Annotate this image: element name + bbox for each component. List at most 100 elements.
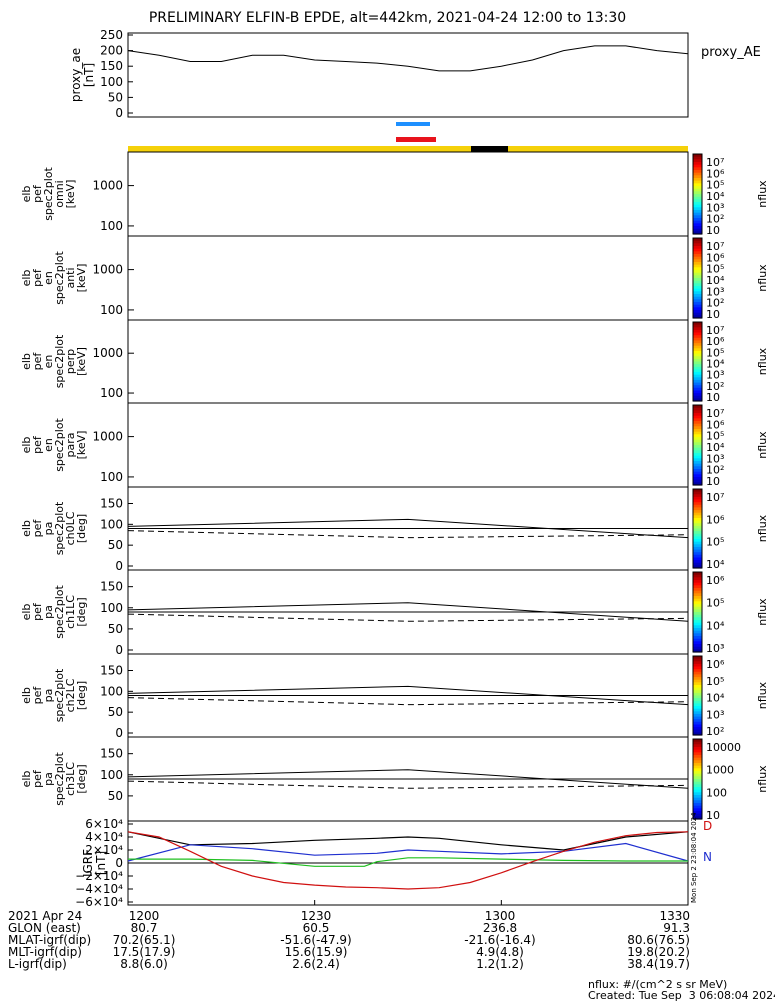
igrf-stamp: Mon Sep 2 23:08:04 2024 xyxy=(690,812,698,903)
colorbar-frame xyxy=(692,404,703,486)
igrf_N-line xyxy=(127,842,689,862)
igrf-tick-label: 4×10⁴ xyxy=(85,830,123,844)
colorbar-label: nflux xyxy=(756,431,769,459)
panel-ylabel: pa xyxy=(42,605,55,619)
colorbar-step xyxy=(693,622,702,626)
colorbar-step xyxy=(693,278,702,282)
footer-value: 15.6(15.9) xyxy=(285,945,348,959)
panel-ylabel: pef xyxy=(31,602,44,621)
colorbar-step xyxy=(693,614,702,618)
pitch-tick-label: 0 xyxy=(115,726,123,740)
panel-frame xyxy=(127,402,689,488)
colorbar-tick-label: 10⁴ xyxy=(706,558,725,571)
colorbar-step xyxy=(693,708,702,712)
footer-value: 17.5(17.9) xyxy=(113,945,176,959)
colorbar-tick-label: 10⁶ xyxy=(706,513,725,526)
colorbar-tick-label: 10⁵ xyxy=(706,597,724,610)
colorbar-step xyxy=(693,437,702,441)
colorbar-step xyxy=(693,617,702,621)
colorbar-step xyxy=(693,471,702,475)
colorbar-step xyxy=(693,180,702,184)
colorbar-step xyxy=(693,711,702,715)
colorbar-step xyxy=(693,719,702,723)
colorbar-step xyxy=(693,385,702,389)
science-zone-marker-blue xyxy=(396,122,436,126)
colorbar-tick-label: 10 xyxy=(706,224,720,237)
colorbar-step xyxy=(693,644,702,648)
colorbar-step xyxy=(693,259,702,263)
footer-row-label: 2021 Apr 24 xyxy=(8,909,82,923)
colorbar-tick-label: 10⁴ xyxy=(706,619,725,632)
panel-ylabel: pef xyxy=(31,435,44,454)
colorbar-tick-label: 10⁵ xyxy=(706,536,724,549)
colorbar-step xyxy=(693,474,702,478)
energy-tick-label: 100 xyxy=(100,470,123,484)
colorbar-step xyxy=(693,372,702,376)
igrf-tick-label: 2×10⁴ xyxy=(85,843,123,857)
colorbar-step xyxy=(693,345,702,349)
footer-value: 1.2(1.2) xyxy=(476,957,524,971)
anti-loss-cone-line xyxy=(127,530,689,539)
colorbar-step xyxy=(693,671,702,675)
colorbar-step xyxy=(693,463,702,467)
colorbar-step xyxy=(693,164,702,168)
colorbar-tick-label: 10² xyxy=(706,297,724,310)
colorbar-step xyxy=(693,557,702,561)
colorbar-step xyxy=(693,272,702,276)
colorbar-step xyxy=(693,337,702,341)
colorbar-step xyxy=(693,390,702,394)
colorbar-step xyxy=(693,302,702,306)
panel-omni xyxy=(127,151,703,237)
colorbar-step xyxy=(693,779,702,783)
colorbar-step xyxy=(693,479,702,483)
igrf-tick-label: −2×10⁴ xyxy=(75,869,123,883)
panel-ylabel: en xyxy=(42,438,55,452)
colorbar-step xyxy=(693,609,702,613)
igrf-tick-label: 0 xyxy=(115,856,123,870)
panel-ylabel: elb xyxy=(20,604,33,621)
colorbar-frame xyxy=(692,488,703,569)
colorbar-tick-label: 10² xyxy=(706,213,724,226)
colorbar-step xyxy=(693,393,702,397)
panel-ylabel: elb xyxy=(20,186,33,203)
colorbar-tick-label: 10⁵ xyxy=(706,675,724,688)
colorbar-step xyxy=(693,210,702,214)
colorbar-label: nflux xyxy=(756,598,769,626)
pitch-tick-label: 100 xyxy=(100,768,123,782)
loss-cone-line xyxy=(127,685,689,706)
colorbar-label: nflux xyxy=(756,264,769,292)
sunlight-bar xyxy=(128,146,688,152)
colorbar-step xyxy=(693,582,702,586)
colorbar-step xyxy=(693,366,702,370)
colorbar-step xyxy=(693,757,702,761)
science-zone-marker-red xyxy=(396,137,436,142)
pitch-tick-label: 150 xyxy=(100,664,123,678)
colorbar-step xyxy=(693,434,702,438)
panel-ch0 xyxy=(127,486,703,571)
footer-value: 19.8(20.2) xyxy=(627,945,690,959)
colorbar-step xyxy=(693,690,702,694)
energy-tick-label: 100 xyxy=(100,219,123,233)
colorbar-step xyxy=(693,361,702,365)
colorbar-step xyxy=(693,469,702,473)
colorbar-step xyxy=(693,620,702,624)
panel-ylabel: ch3LC xyxy=(64,762,77,796)
colorbar-step xyxy=(693,178,702,182)
ae-ylabel: proxy_ae xyxy=(69,48,83,102)
colorbar-step xyxy=(693,312,702,316)
colorbar-tick-label: 10⁵ xyxy=(706,430,724,443)
panel-ylabel: elb xyxy=(20,270,33,287)
colorbar-step xyxy=(693,310,702,314)
colorbar-step xyxy=(693,204,702,208)
colorbar-step xyxy=(693,752,702,756)
panel-ylabel: ch0LC xyxy=(64,511,77,545)
footer-row-label: L-igrf(dip) xyxy=(8,957,67,971)
colorbar-step xyxy=(693,649,702,653)
colorbar-step xyxy=(693,703,702,707)
colorbar-step xyxy=(693,499,702,503)
colorbar-step xyxy=(693,515,702,519)
panel-ylabel: pef xyxy=(31,519,44,538)
panel-ylabel: spec2plot xyxy=(53,251,66,305)
colorbar-step xyxy=(693,267,702,271)
colorbar-step xyxy=(693,296,702,300)
